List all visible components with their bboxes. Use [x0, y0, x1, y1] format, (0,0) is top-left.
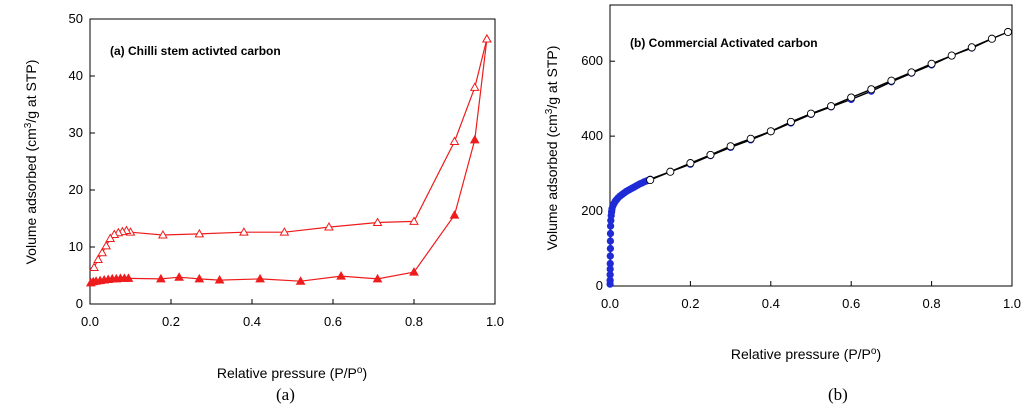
- x-tick-label-a: 0.8: [405, 314, 423, 329]
- y-axis-label-b: Volume adsorbed (cm3/g at STP): [544, 46, 561, 251]
- data-point-a-1: [372, 217, 383, 226]
- data-point-b-1: [867, 85, 876, 94]
- x-tick-label-a: 1.0: [486, 314, 504, 329]
- data-point-a-1: [409, 216, 419, 225]
- data-point-a-0: [449, 210, 460, 219]
- data-point-a-0: [194, 273, 205, 283]
- plot-area-b: [609, 4, 1013, 287]
- data-point-b-1: [686, 159, 695, 168]
- y-tick-label-a: 20: [69, 182, 83, 197]
- panel-a: 0.0 0.2 0.4 0.6 0.8 1.0 0 10 20 30 40 50 (a) Chilli…: [23, 11, 505, 404]
- y-tick-label-a: 40: [69, 68, 83, 83]
- data-point-b-0: [606, 252, 614, 260]
- data-point-a-0: [295, 276, 306, 285]
- series-line-a-1: [93, 38, 488, 268]
- data-point-b-1: [847, 93, 856, 102]
- data-point-a-1: [239, 227, 249, 236]
- data-point-a-1: [324, 222, 334, 231]
- panel-title-b: (b) Commercial Activated carbon: [630, 36, 818, 50]
- panel-b: 0.0 0.2 0.4 0.6 0.8 1.0 0 200 400 600 (b) Commerc…: [544, 4, 1021, 404]
- data-point-a-0: [174, 272, 184, 281]
- data-point-b-1: [766, 127, 775, 136]
- x-tick-label-b: 0.2: [681, 296, 699, 311]
- data-point-a-0: [469, 134, 480, 144]
- data-point-b-0: [606, 237, 615, 245]
- data-point-b-1: [666, 167, 675, 176]
- x-tick-label-b: 1.0: [1003, 296, 1021, 311]
- data-point-b-1: [786, 117, 795, 126]
- x-tick-label-b: 0.8: [923, 296, 941, 311]
- data-point-b-1: [706, 150, 715, 159]
- data-point-b-0: [606, 229, 615, 238]
- y-tick-label-b: 0: [596, 278, 603, 293]
- data-point-a-0: [156, 273, 166, 283]
- data-point-b-1: [907, 68, 916, 77]
- data-point-b-0: [606, 259, 614, 268]
- x-axis-label-a: Relative pressure (P/Po): [217, 365, 367, 382]
- x-tick-label-a: 0.6: [324, 314, 342, 329]
- data-point-b-1: [726, 142, 735, 151]
- y-tick-label-b: 200: [581, 203, 603, 218]
- data-point-a-1: [279, 227, 290, 236]
- data-point-a-1: [449, 136, 460, 146]
- series-line-b-0: [609, 38, 993, 285]
- x-tick-label-a: 0.0: [81, 314, 99, 329]
- data-point-a-0: [123, 273, 134, 282]
- y-tick-label-a: 10: [69, 239, 83, 254]
- data-point-b-1: [947, 51, 956, 60]
- data-point-a-1: [194, 228, 205, 238]
- x-tick-label-b: 0.4: [762, 296, 780, 311]
- data-point-b-1: [646, 175, 655, 185]
- series-line-a-0: [90, 38, 488, 284]
- data-point-a-0: [409, 267, 419, 276]
- data-point-a-1: [158, 230, 168, 239]
- x-tick-label-a: 0.4: [243, 314, 261, 329]
- panel-title-a: (a) Chilli stem activted carbon: [110, 44, 281, 58]
- data-point-a-1: [469, 82, 480, 91]
- data-point-b-1: [746, 134, 755, 143]
- y-tick-label-a: 0: [76, 296, 83, 311]
- data-point-a-0: [336, 271, 346, 280]
- data-point-b-1: [987, 34, 996, 43]
- x-axis-label-b: Relative pressure (P/Po): [731, 346, 881, 363]
- data-point-b-0: [606, 244, 615, 253]
- data-point-a-0: [372, 273, 383, 283]
- caption-a: (a): [276, 385, 295, 404]
- data-point-b-1: [827, 102, 836, 111]
- x-tick-label-b: 0.0: [601, 296, 619, 311]
- data-point-b-1: [806, 109, 816, 118]
- data-point-a-0: [214, 275, 225, 284]
- data-point-a-1: [93, 254, 103, 264]
- data-point-b-1: [1003, 27, 1013, 37]
- data-point-a-1: [109, 229, 120, 238]
- data-point-b-1: [967, 43, 976, 52]
- y-axis-label-a: Volume adsorbed (cm3/g at STP): [23, 60, 40, 265]
- y-tick-label-a: 30: [69, 125, 83, 140]
- data-point-a-1: [97, 247, 108, 257]
- data-point-a-1: [89, 262, 99, 272]
- x-tick-label-b: 0.6: [842, 296, 860, 311]
- y-tick-label-a: 50: [69, 11, 83, 26]
- x-tick-label-a: 0.2: [162, 314, 180, 329]
- plot-area-a: [89, 18, 496, 305]
- data-point-a-1: [101, 240, 112, 250]
- data-point-a-0: [255, 273, 265, 283]
- data-point-b-1: [887, 76, 896, 85]
- data-point-a-1: [482, 33, 492, 43]
- caption-b: (b): [828, 385, 848, 404]
- y-tick-label-b: 400: [581, 128, 603, 143]
- data-point-b-1: [927, 59, 936, 68]
- y-tick-label-b: 600: [581, 53, 603, 68]
- data-point-a-1: [105, 233, 116, 242]
